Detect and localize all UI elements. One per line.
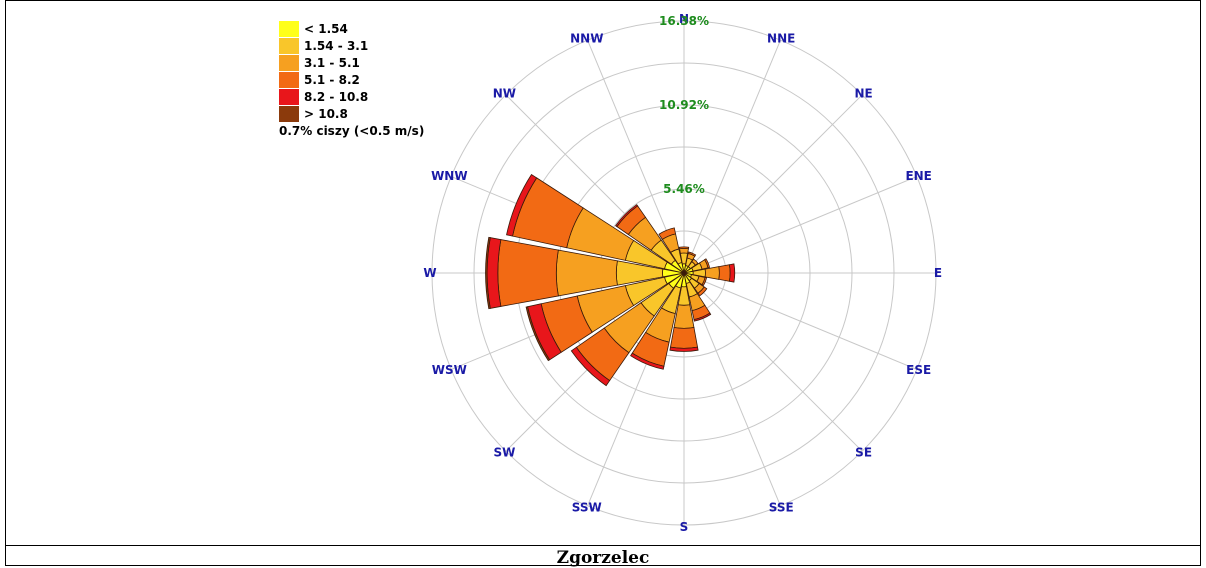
direction-label-ene: ENE (905, 169, 931, 183)
wind-petals (485, 173, 736, 387)
legend-swatch (279, 89, 299, 105)
calm-note: 0.7% ciszy (<0.5 m/s) (279, 124, 424, 138)
direction-labels: N NNE NE ENE E ESE SE SSE S SSW SW WSW W WNW NW NNW (423, 12, 942, 534)
petal-w-bin-5 (485, 236, 491, 310)
petal-e-bin-2 (704, 266, 720, 280)
direction-label-sse: SSE (769, 501, 794, 515)
grid-spoke-se (683, 272, 863, 452)
petal-wsw-bin-5 (525, 306, 551, 362)
station-caption: Zgorzelec (556, 548, 650, 568)
petal-s-bin-4 (669, 346, 699, 352)
petal-e-bin-3 (718, 264, 731, 282)
direction-label-w: W (423, 266, 436, 280)
ring-label: 16.38% (659, 14, 709, 28)
petal-ene-bin-3 (704, 258, 711, 269)
petal-s-bin-3 (669, 327, 699, 349)
grid-spoke-ese (683, 272, 918, 370)
wind-rose-chart: N NNE NE ENE E ESE SE SSE S SSW SW WSW W WNW NW NNW 5.4… (279, 12, 942, 534)
petal-n-bin-2 (679, 247, 689, 254)
legend-swatch (279, 106, 299, 122)
direction-label-ese: ESE (906, 363, 931, 377)
petal-w-bin-3 (497, 239, 559, 307)
petal-ne-bin-2 (691, 258, 699, 266)
legend-swatch (279, 55, 299, 71)
petal-ese-bin-3 (701, 277, 708, 287)
legend-label: 5.1 - 8.2 (304, 73, 360, 87)
petal-sw-bin-4 (570, 346, 611, 387)
grid-spoke-nne (683, 39, 781, 274)
grid-spoke-ne (683, 94, 863, 274)
direction-label-nw: NW (493, 86, 516, 100)
legend-swatch (279, 21, 299, 37)
figure-frame (5, 0, 1201, 566)
direction-label-nne: NNE (767, 31, 795, 45)
ring-label: 5.46% (663, 182, 705, 196)
grid-spoke-ene (683, 176, 918, 274)
petal-e-bin-4 (728, 263, 736, 283)
petal-nnw-bin-3 (658, 227, 677, 240)
petal-n-bin-3 (678, 246, 690, 250)
direction-label-s: S (680, 520, 689, 534)
ring-label: 10.92% (659, 98, 709, 112)
legend-swatch (279, 38, 299, 54)
direction-label-wsw: WSW (432, 363, 467, 377)
ring-labels: 5.46% 10.92% 16.38% (659, 14, 709, 196)
legend-swatch (279, 72, 299, 88)
legend-label: < 1.54 (304, 22, 348, 36)
legend-label: > 10.8 (304, 107, 348, 121)
direction-label-n: N (679, 12, 689, 26)
petal-nne-bin-3 (687, 251, 697, 257)
direction-label-nnw: NNW (570, 31, 603, 45)
petal-ssw-bin-4 (630, 352, 665, 370)
direction-label-e: E (934, 266, 942, 280)
petal-s-bin-2 (673, 304, 695, 329)
legend-label: 1.54 - 3.1 (304, 39, 368, 53)
legend-label: 8.2 - 10.8 (304, 90, 368, 104)
caption-divider (5, 545, 1201, 546)
legend-label: 3.1 - 5.1 (304, 56, 360, 70)
petal-se-bin-3 (697, 286, 708, 297)
direction-label-ne: NE (854, 86, 872, 100)
direction-label-se: SE (855, 446, 872, 460)
direction-label-sw: SW (493, 446, 515, 460)
direction-label-ssw: SSW (572, 501, 602, 515)
legend: < 1.54 1.54 - 3.1 3.1 - 5.1 5.1 - 8.2 8.2 - … (279, 21, 424, 138)
petal-sse-bin-4 (693, 312, 712, 322)
petal-wnw-bin-4 (506, 173, 538, 237)
petal-nw-bin-4 (615, 204, 639, 228)
direction-label-wnw: WNW (431, 169, 468, 183)
